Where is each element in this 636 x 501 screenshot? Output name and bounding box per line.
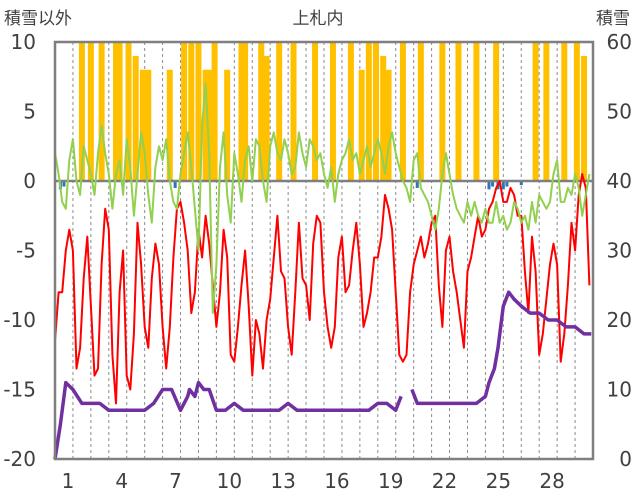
left-axis-ticks: 10 5 0 -5 -10 -15 -20: [3, 30, 36, 471]
right-tick-label: 50: [607, 100, 632, 124]
right-tick-label: 20: [607, 308, 632, 332]
x-tick-label: 25: [486, 469, 511, 493]
precip-bar: [347, 42, 354, 181]
left-tick-label: -15: [3, 378, 36, 402]
snow-depth-series: [410, 290, 592, 406]
wind-line: [54, 82, 591, 315]
precip-bar: [417, 42, 424, 181]
precip-bar: [263, 55, 270, 181]
right-tick-label: 30: [607, 239, 632, 263]
precip-bar: [455, 42, 462, 181]
snow-depth-line: [53, 290, 592, 460]
snow-depth-series: [53, 380, 403, 460]
precip-bars: [78, 42, 588, 181]
x-axis-ticks: 1 4 7 10 13 16 19 22 25 28: [62, 469, 565, 493]
left-tick-label: 10: [11, 30, 36, 54]
precip-bar: [439, 42, 446, 181]
snowfall-bar: [501, 181, 505, 190]
precip-bar: [329, 42, 336, 181]
left-tick-label: 0: [23, 169, 36, 193]
precip-bar: [195, 42, 202, 181]
precip-bar: [202, 69, 209, 181]
left-tick-label: -20: [3, 447, 36, 471]
precip-bar: [493, 42, 500, 181]
right-axis-label: 積雪: [596, 9, 630, 29]
left-axis-label: 積雪以外: [4, 9, 72, 29]
precip-bar: [543, 42, 550, 181]
precip-bar: [573, 42, 580, 181]
right-tick-label: 0: [619, 447, 632, 471]
precip-bar: [312, 42, 319, 181]
temperature-series: [54, 173, 591, 405]
temperature-line: [54, 173, 591, 405]
x-tick-label: 22: [432, 469, 457, 493]
precip-bar: [380, 55, 387, 181]
x-tick-label: 19: [378, 469, 403, 493]
precip-bar: [166, 69, 173, 181]
plot-frame: [53, 40, 595, 461]
snowfall-bar: [62, 181, 66, 187]
left-tick-label: 5: [23, 100, 36, 124]
snowfall-bar: [491, 181, 495, 187]
right-tick-label: 10: [607, 378, 632, 402]
precip-bar: [399, 42, 406, 181]
precip-bar: [581, 55, 588, 181]
x-tick-label: 7: [169, 469, 182, 493]
precip-bar: [224, 69, 231, 181]
right-axis-ticks: 60 50 40 30 20 10 0: [607, 30, 632, 471]
precip-bar: [238, 42, 245, 181]
precip-bar: [125, 42, 132, 181]
x-tick-label: 13: [270, 469, 295, 493]
snowfall-bar: [487, 181, 491, 190]
precip-bar: [211, 42, 218, 181]
precip-bar: [78, 42, 85, 181]
right-tick-label: 40: [607, 169, 632, 193]
precip-bar: [258, 42, 265, 181]
precip-bar: [98, 42, 105, 181]
precip-bar: [112, 42, 119, 181]
x-tick-label: 4: [115, 469, 128, 493]
precip-bar: [373, 42, 380, 181]
left-tick-label: -10: [3, 308, 36, 332]
precip-bar: [188, 42, 195, 181]
snowfall-bar: [415, 181, 419, 188]
precip-bar: [532, 42, 539, 181]
right-tick-label: 60: [607, 30, 632, 54]
snowfall-bar: [505, 181, 509, 187]
precip-bar: [290, 42, 297, 181]
x-tick-label: 28: [539, 469, 564, 493]
x-tick-label: 16: [324, 469, 349, 493]
snowfall-bars: [58, 181, 523, 190]
wind-series: [54, 82, 591, 315]
precip-bar: [206, 69, 213, 181]
precip-bar: [473, 42, 480, 181]
precip-bar: [87, 42, 94, 181]
x-tick-label: 10: [217, 469, 242, 493]
precip-bar: [145, 69, 152, 181]
precip-bar: [561, 42, 568, 181]
precip-bar: [181, 42, 188, 181]
precip-bar: [365, 42, 372, 181]
precip-bar: [139, 69, 146, 181]
precip-bar: [276, 42, 283, 181]
precip-bar: [116, 42, 123, 181]
precip-bar: [242, 42, 249, 181]
left-tick-label: -5: [16, 239, 36, 263]
chart-title: 上札内: [293, 9, 344, 29]
precip-bar: [132, 55, 139, 181]
x-tick-label: 1: [62, 469, 75, 493]
snowfall-bar: [173, 181, 177, 188]
precip-bar: [385, 69, 392, 181]
frame-border: [53, 40, 595, 461]
precip-bar: [358, 69, 365, 181]
snowfall-bar: [519, 181, 523, 186]
